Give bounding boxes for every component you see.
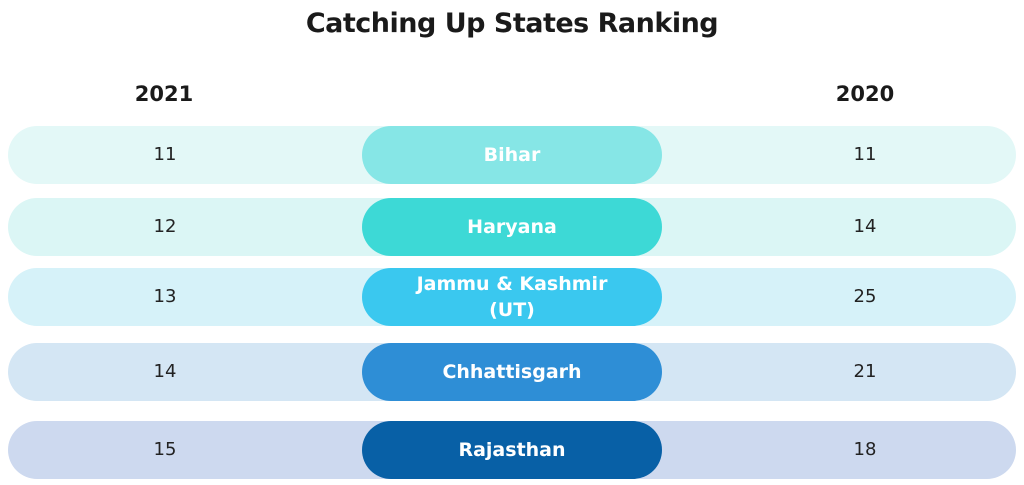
- rank-2021-cell: 15: [153, 439, 177, 460]
- rank-2021-cell: 13: [153, 286, 177, 307]
- rank-2021-cell: 11: [153, 144, 177, 165]
- column-header-2021: 2021: [134, 82, 194, 106]
- ranking-row-rajasthan: 15 Rajasthan 18: [8, 421, 1016, 479]
- state-pill: Rajasthan: [362, 421, 662, 479]
- state-pill: Bihar: [362, 126, 662, 184]
- state-pill: Chhattisgarh: [362, 343, 662, 401]
- rank-2020-cell: 21: [853, 361, 877, 382]
- rank-2020-cell: 18: [853, 439, 877, 460]
- ranking-row-chhattisgarh: 14 Chhattisgarh 21: [8, 343, 1016, 401]
- ranking-row-jammu-kashmir: 13 Jammu & Kashmir (UT) 25: [8, 268, 1016, 326]
- ranking-row-bihar: 11 Bihar 11: [8, 126, 1016, 184]
- rank-2020-cell: 25: [853, 286, 877, 307]
- state-pill: Jammu & Kashmir (UT): [362, 268, 662, 326]
- rank-2020-cell: 14: [853, 216, 877, 237]
- rank-2021-cell: 14: [153, 361, 177, 382]
- rank-2021-cell: 12: [153, 216, 177, 237]
- rank-2020-cell: 11: [853, 144, 877, 165]
- state-pill: Haryana: [362, 198, 662, 256]
- column-header-2020: 2020: [835, 82, 895, 106]
- ranking-row-haryana: 12 Haryana 14: [8, 198, 1016, 256]
- page-title: Catching Up States Ranking: [305, 8, 719, 39]
